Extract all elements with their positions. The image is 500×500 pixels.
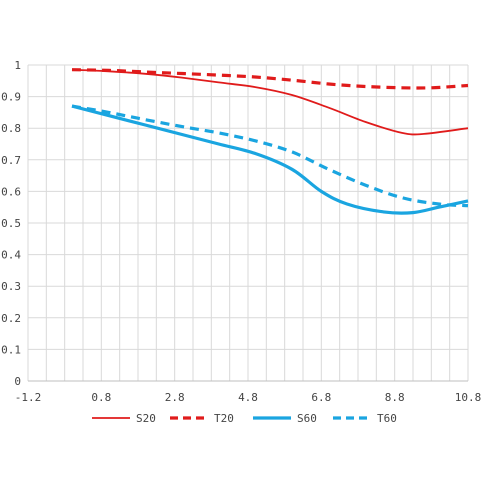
x-tick-label: 2.8: [165, 391, 185, 404]
y-tick-label: 0.3: [1, 280, 21, 293]
legend-label-s20: S20: [136, 412, 156, 425]
y-tick-label: 0.7: [1, 154, 21, 167]
x-tick-label: 4.8: [238, 391, 258, 404]
series-line-t60: [71, 104, 469, 208]
legend-label-s60: S60: [297, 412, 317, 425]
x-tick-label: -1.2: [15, 391, 42, 404]
x-tick-label: 10.8: [455, 391, 482, 404]
x-tick-label: 0.8: [91, 391, 111, 404]
y-tick-label: 0.8: [1, 122, 21, 135]
y-tick-label: 0.6: [1, 185, 21, 198]
y-tick-label: 1: [14, 59, 21, 72]
x-tick-label: 6.8: [311, 391, 331, 404]
y-tick-label: 0.5: [1, 217, 21, 230]
series-lines: [71, 68, 469, 215]
y-tick-label: 0: [14, 375, 21, 388]
series-line-t20: [71, 68, 469, 90]
y-tick-label: 0.9: [1, 91, 21, 104]
y-tick-labels: 0 0.1 0.2 0.3 0.4 0.5 0.6 0.7 0.8 0.9 1: [1, 59, 21, 388]
legend-label-t60: T60: [377, 412, 397, 425]
series-line-s60: [71, 104, 469, 215]
x-tick-labels: -1.2 0.8 2.8 4.8 6.8 8.8 10.8: [15, 391, 482, 404]
series-line-s20: [71, 68, 469, 136]
x-tick-label: 8.8: [385, 391, 405, 404]
y-tick-label: 0.1: [1, 343, 21, 356]
legend-label-t20: T20: [214, 412, 234, 425]
legend: S20 T20 S60 T60: [92, 412, 397, 425]
y-tick-label: 0.4: [1, 249, 21, 262]
y-tick-label: 0.2: [1, 312, 21, 325]
